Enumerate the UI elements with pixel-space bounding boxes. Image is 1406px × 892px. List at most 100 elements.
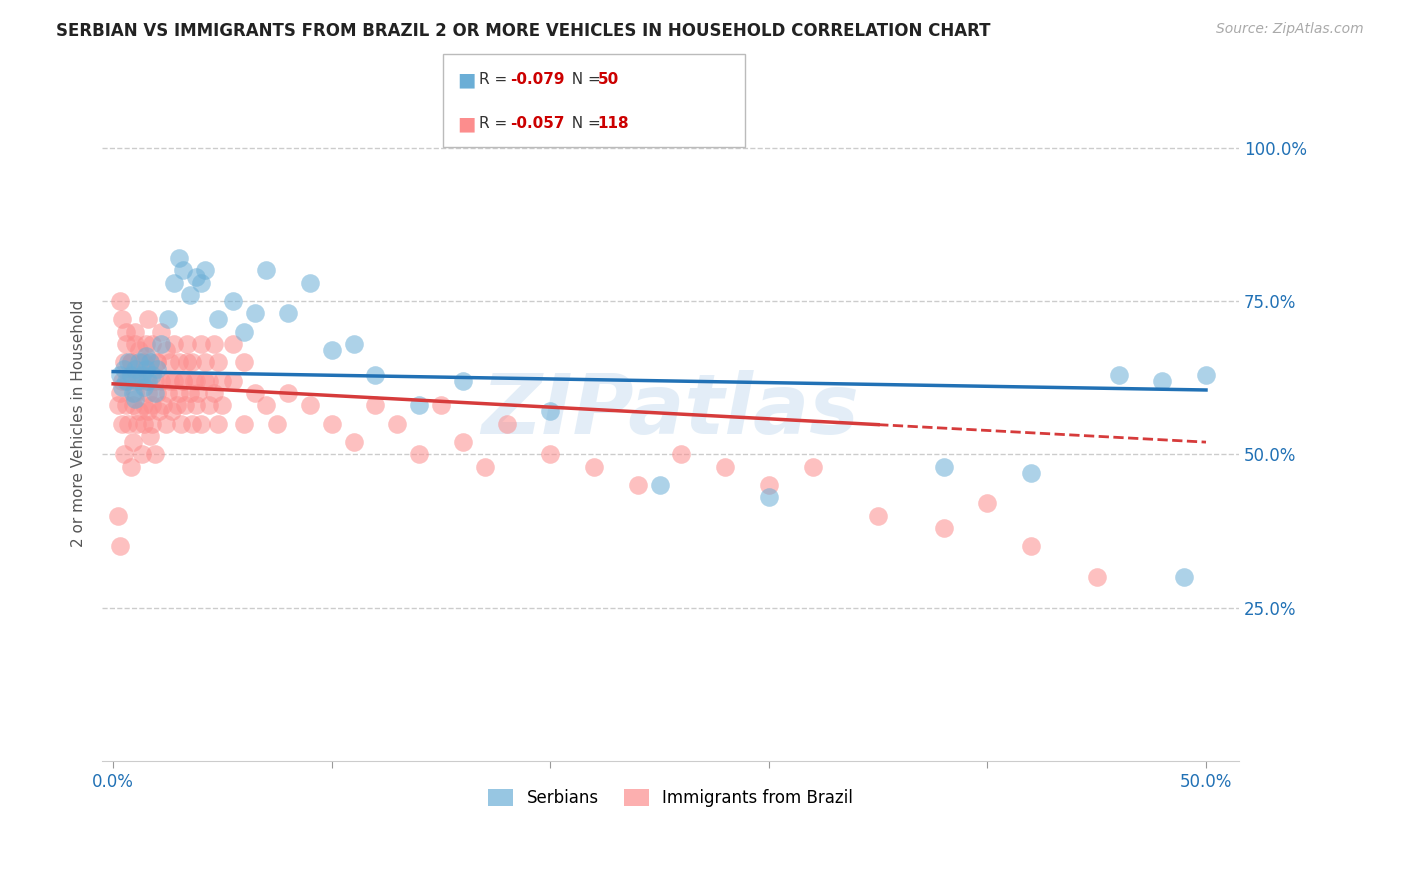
Point <box>186 269 208 284</box>
Point <box>150 337 173 351</box>
Point <box>131 355 153 369</box>
Point <box>132 355 155 369</box>
Point <box>124 386 146 401</box>
Point <box>202 337 225 351</box>
Point <box>117 374 139 388</box>
Point <box>1152 374 1174 388</box>
Point <box>298 276 321 290</box>
Point <box>254 263 277 277</box>
Point <box>136 312 159 326</box>
Point <box>582 459 605 474</box>
Point <box>174 398 197 412</box>
Point <box>190 337 212 351</box>
Point <box>1173 570 1195 584</box>
Point <box>108 540 131 554</box>
Point <box>159 374 181 388</box>
Point <box>932 459 955 474</box>
Point <box>107 508 129 523</box>
Point <box>1085 570 1108 584</box>
Point <box>179 386 201 401</box>
Point <box>127 374 149 388</box>
Text: R =: R = <box>479 72 513 87</box>
Point <box>115 337 138 351</box>
Point <box>120 459 142 474</box>
Point <box>179 288 201 302</box>
Text: -0.057: -0.057 <box>510 116 565 131</box>
Text: N =: N = <box>562 116 606 131</box>
Point <box>120 355 142 369</box>
Point <box>190 417 212 431</box>
Point <box>124 361 146 376</box>
Point <box>107 398 129 412</box>
Point <box>451 374 474 388</box>
Point <box>167 355 190 369</box>
Point <box>115 374 138 388</box>
Point <box>172 263 194 277</box>
Text: 50: 50 <box>598 72 619 87</box>
Point <box>155 343 177 358</box>
Point <box>167 386 190 401</box>
Point <box>132 417 155 431</box>
Point <box>163 276 186 290</box>
Point <box>128 374 150 388</box>
Point <box>342 435 364 450</box>
Point <box>245 306 267 320</box>
Point <box>194 355 217 369</box>
Point <box>156 312 179 326</box>
Point <box>180 355 202 369</box>
Point <box>141 368 163 382</box>
Point <box>180 417 202 431</box>
Point <box>117 355 139 369</box>
Point <box>266 417 288 431</box>
Text: 118: 118 <box>598 116 628 131</box>
Point <box>321 343 343 358</box>
Point <box>132 398 155 412</box>
Point <box>801 459 824 474</box>
Text: R =: R = <box>479 116 513 131</box>
Point <box>194 374 217 388</box>
Point <box>124 392 146 407</box>
Point <box>758 491 780 505</box>
Point <box>124 337 146 351</box>
Point <box>194 263 217 277</box>
Point <box>124 325 146 339</box>
Point <box>648 478 671 492</box>
Point <box>136 374 159 388</box>
Point <box>714 459 737 474</box>
Point <box>108 386 131 401</box>
Point <box>141 337 163 351</box>
Point <box>342 337 364 351</box>
Point <box>146 361 169 376</box>
Point <box>321 417 343 431</box>
Point <box>1019 540 1042 554</box>
Point <box>111 417 134 431</box>
Point <box>167 251 190 265</box>
Point <box>146 386 169 401</box>
Point <box>128 355 150 369</box>
Point <box>111 374 134 388</box>
Point <box>245 386 267 401</box>
Text: ZIPatlas: ZIPatlas <box>482 369 859 450</box>
Point <box>430 398 453 412</box>
Point <box>135 337 157 351</box>
Point <box>207 417 229 431</box>
Point <box>115 325 138 339</box>
Point <box>143 447 166 461</box>
Point <box>120 368 142 382</box>
Point <box>538 447 561 461</box>
Point <box>111 312 134 326</box>
Point <box>112 355 135 369</box>
Point <box>166 398 188 412</box>
Point <box>170 417 193 431</box>
Point <box>152 398 174 412</box>
Point <box>143 374 166 388</box>
Point <box>211 398 233 412</box>
Point <box>183 374 205 388</box>
Point <box>387 417 409 431</box>
Point <box>1195 368 1218 382</box>
Point <box>202 386 225 401</box>
Point <box>115 398 138 412</box>
Point <box>141 417 163 431</box>
Point <box>176 355 198 369</box>
Point <box>143 386 166 401</box>
